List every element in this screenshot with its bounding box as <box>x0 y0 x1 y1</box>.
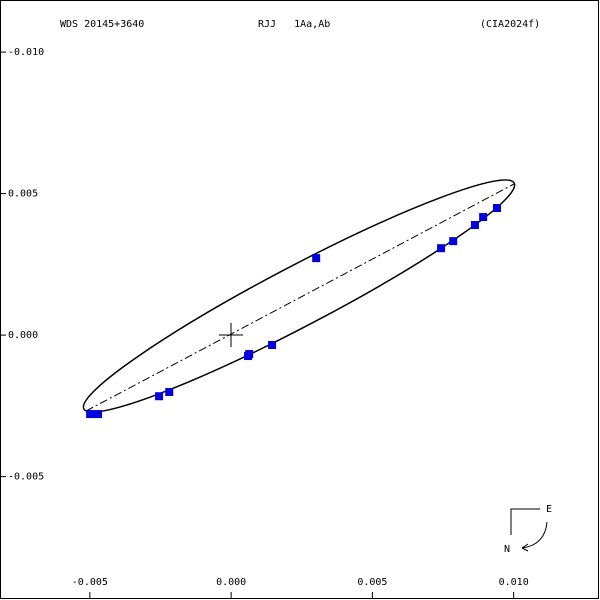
orbit <box>82 179 516 413</box>
x-tick-label: 0.000 <box>216 577 246 588</box>
observation <box>268 341 277 349</box>
header-discoverer: RJJ 1Aa,Ab <box>258 19 330 30</box>
observation <box>155 392 164 401</box>
line-of-nodes <box>85 183 515 412</box>
observation <box>437 244 446 253</box>
y-tick-label: -0.010 <box>8 47 44 58</box>
observation <box>493 204 502 213</box>
observation <box>312 254 321 263</box>
y-tick-label: 0.000 <box>8 330 38 341</box>
observation <box>449 237 458 246</box>
observation <box>94 410 103 419</box>
compass-east: E <box>546 504 552 515</box>
observation <box>86 410 95 419</box>
x-tick-label: 0.005 <box>357 577 387 588</box>
compass-arrow <box>521 521 548 549</box>
header-reference: (CIA2024f) <box>480 19 540 30</box>
y-tick-label: 0.005 <box>8 189 38 200</box>
x-tick-label: -0.005 <box>72 577 108 588</box>
observation <box>479 213 488 222</box>
observation <box>165 387 174 396</box>
observation <box>245 350 254 359</box>
compass-arrowhead <box>521 543 529 552</box>
compass-axes <box>510 508 540 535</box>
compass-north: N <box>504 544 510 555</box>
y-tick-label: -0.005 <box>8 472 44 483</box>
header-wds: WDS 20145+3640 <box>60 19 144 30</box>
observation <box>470 221 479 229</box>
x-tick-label: 0.010 <box>499 577 529 588</box>
